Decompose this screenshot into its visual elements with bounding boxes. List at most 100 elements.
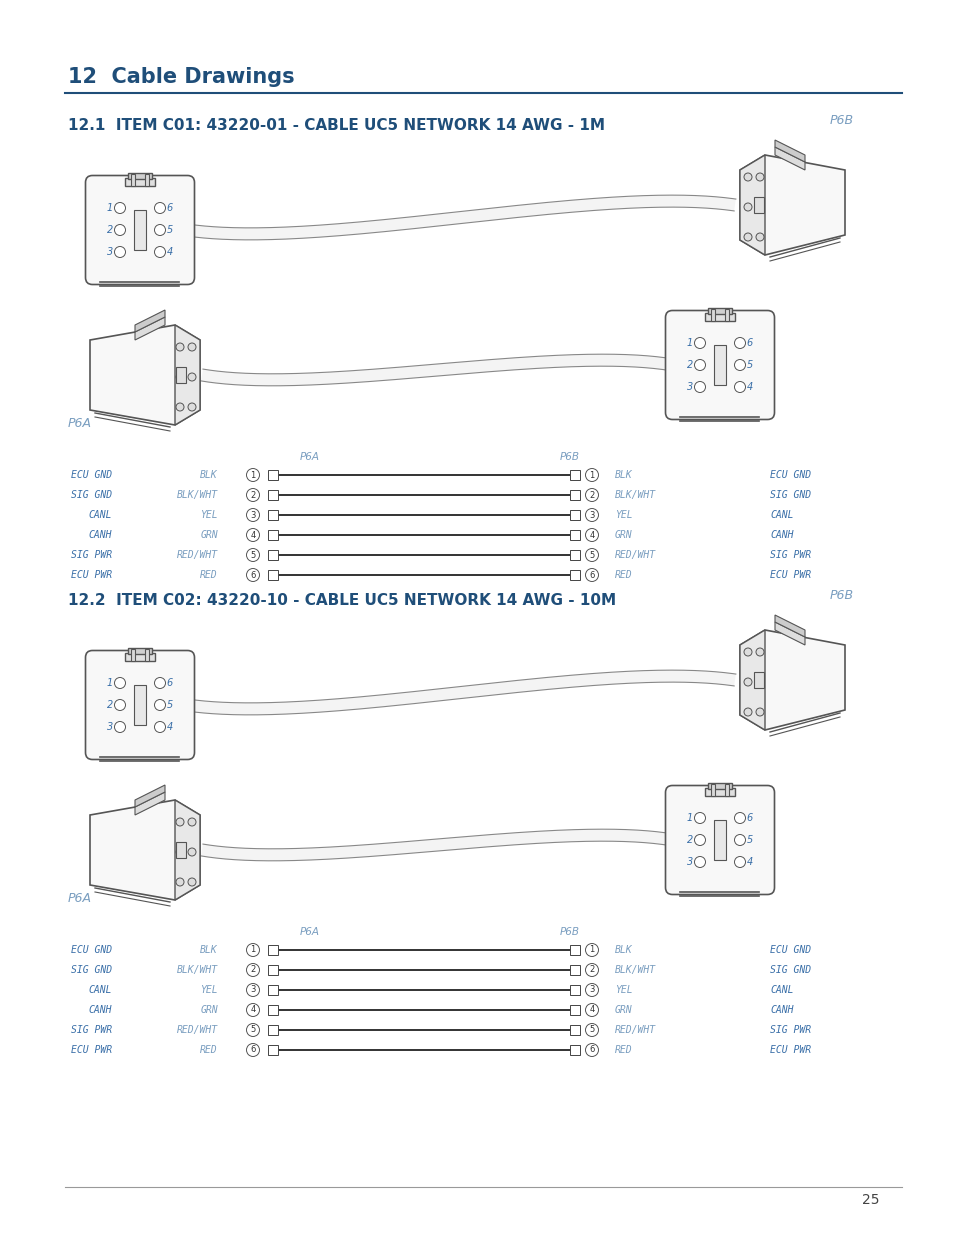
Text: 1: 1 (107, 203, 113, 212)
Bar (569, 471, 579, 480)
Circle shape (188, 373, 195, 382)
Text: BLK: BLK (200, 471, 218, 480)
Text: 5: 5 (167, 700, 172, 710)
Text: 5: 5 (746, 835, 752, 845)
Circle shape (585, 1024, 598, 1036)
Circle shape (154, 203, 165, 214)
Bar (710, 309, 714, 321)
Circle shape (114, 203, 126, 214)
Bar (666, 826, 673, 853)
Polygon shape (90, 800, 200, 900)
Text: CANL: CANL (89, 986, 112, 995)
Bar (145, 648, 149, 661)
Circle shape (175, 403, 184, 411)
Text: RED: RED (200, 1045, 218, 1055)
Text: ECU PWR: ECU PWR (71, 571, 112, 580)
Bar (268, 965, 277, 974)
Circle shape (585, 468, 598, 482)
Bar (268, 550, 277, 559)
Text: ECU PWR: ECU PWR (769, 1045, 810, 1055)
Text: P6B: P6B (829, 589, 853, 601)
Text: YEL: YEL (200, 510, 218, 520)
Circle shape (175, 878, 184, 885)
Bar (765, 351, 773, 379)
Polygon shape (135, 785, 165, 806)
Text: 1: 1 (686, 338, 693, 348)
Text: 2: 2 (686, 835, 693, 845)
Text: 1: 1 (107, 678, 113, 688)
Bar (569, 510, 579, 520)
Circle shape (175, 343, 184, 351)
Bar (713, 345, 725, 385)
Text: 2: 2 (686, 359, 693, 370)
Circle shape (188, 818, 195, 826)
Text: 6: 6 (746, 813, 752, 823)
Polygon shape (135, 310, 165, 332)
Bar (713, 820, 725, 860)
Polygon shape (174, 325, 200, 425)
Text: ECU GND: ECU GND (769, 471, 810, 480)
Polygon shape (774, 147, 804, 170)
Circle shape (755, 678, 763, 685)
Text: BLK: BLK (615, 471, 632, 480)
Circle shape (246, 568, 259, 582)
Bar (268, 986, 277, 995)
Circle shape (734, 835, 744, 846)
Text: SIG GND: SIG GND (71, 965, 112, 974)
Circle shape (246, 944, 259, 956)
Bar (125, 652, 154, 661)
Circle shape (246, 529, 259, 541)
Circle shape (154, 247, 165, 258)
Bar (186, 216, 193, 245)
Text: GRN: GRN (615, 530, 632, 540)
Text: 3: 3 (686, 857, 693, 867)
Circle shape (743, 203, 751, 211)
Circle shape (585, 963, 598, 977)
Bar (268, 945, 277, 955)
Text: P6A: P6A (299, 452, 319, 462)
Text: 1: 1 (589, 946, 594, 955)
Text: 2: 2 (589, 490, 594, 499)
FancyBboxPatch shape (665, 785, 774, 894)
Circle shape (755, 233, 763, 241)
Bar (753, 672, 763, 688)
Bar (133, 210, 146, 249)
Circle shape (188, 848, 195, 856)
Text: RED: RED (615, 571, 632, 580)
Circle shape (154, 721, 165, 732)
Bar (268, 510, 277, 520)
Bar (569, 490, 579, 500)
Circle shape (585, 1044, 598, 1056)
Text: 6: 6 (589, 571, 594, 579)
Text: 3: 3 (686, 382, 693, 391)
Text: GRN: GRN (200, 530, 218, 540)
Bar (268, 530, 277, 540)
PathPatch shape (201, 829, 673, 861)
Polygon shape (135, 317, 165, 340)
Text: 6: 6 (250, 1046, 255, 1055)
Bar (133, 685, 146, 725)
Bar (268, 1025, 277, 1035)
Bar (569, 571, 579, 580)
Circle shape (585, 944, 598, 956)
Circle shape (585, 489, 598, 501)
Bar (569, 1005, 579, 1015)
Text: 3: 3 (107, 247, 113, 257)
Bar (724, 309, 728, 321)
Text: 2: 2 (589, 966, 594, 974)
Bar (268, 1045, 277, 1055)
Circle shape (188, 343, 195, 351)
Text: 3: 3 (250, 510, 255, 520)
Text: ECU PWR: ECU PWR (769, 571, 810, 580)
Text: SIG GND: SIG GND (769, 965, 810, 974)
Text: 4: 4 (746, 857, 752, 867)
Circle shape (585, 548, 598, 562)
Text: CANH: CANH (89, 1005, 112, 1015)
Circle shape (246, 1044, 259, 1056)
Text: GRN: GRN (615, 1005, 632, 1015)
Text: P6B: P6B (559, 927, 579, 937)
Text: 6: 6 (746, 338, 752, 348)
PathPatch shape (201, 354, 673, 385)
Polygon shape (135, 792, 165, 815)
Text: SIG PWR: SIG PWR (71, 1025, 112, 1035)
